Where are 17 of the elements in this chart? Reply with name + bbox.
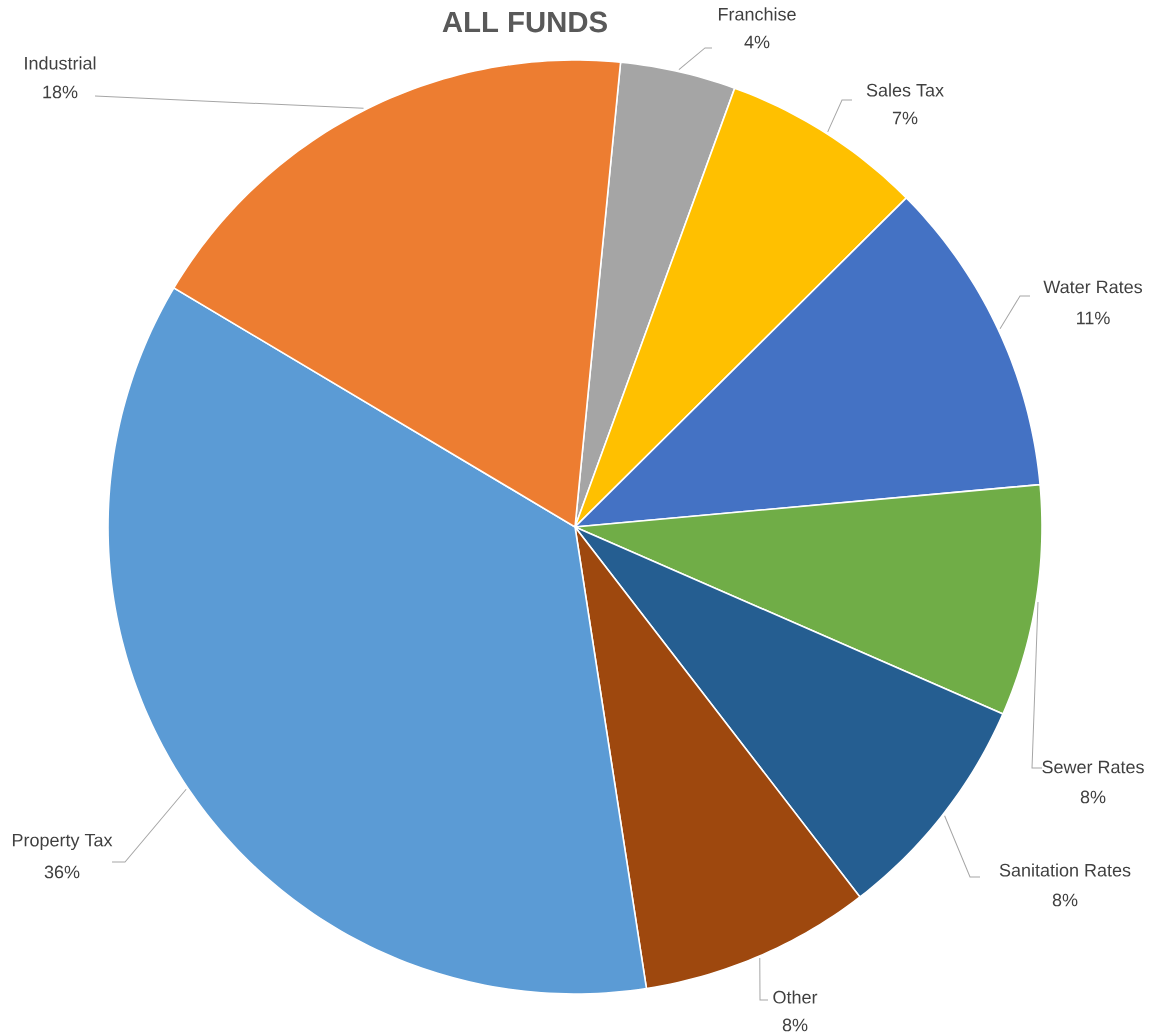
data-label: 18% [43, 85, 78, 99]
data-label: 8% [1080, 790, 1106, 804]
data-label: 7% [892, 111, 918, 125]
slice-label: Industrial [25, 56, 96, 70]
slice-label: Sanitation Rates [999, 863, 1131, 877]
slice-label: Franchise [718, 7, 796, 21]
slice-label: Water Rates [1043, 280, 1143, 294]
slice-label: Sewer Rates [1042, 760, 1144, 774]
data-label: 8% [782, 1018, 808, 1032]
data-label: 36% [44, 865, 80, 879]
slice-label: Sales Tax [866, 83, 944, 97]
chart-title: ALL FUNDS [442, 11, 607, 33]
data-label: 8% [1052, 893, 1078, 907]
data-label: 4% [744, 35, 770, 49]
slice-label: Property Tax [12, 834, 113, 851]
data-label: 11% [1077, 311, 1110, 325]
slice-label: Other [773, 990, 818, 1004]
